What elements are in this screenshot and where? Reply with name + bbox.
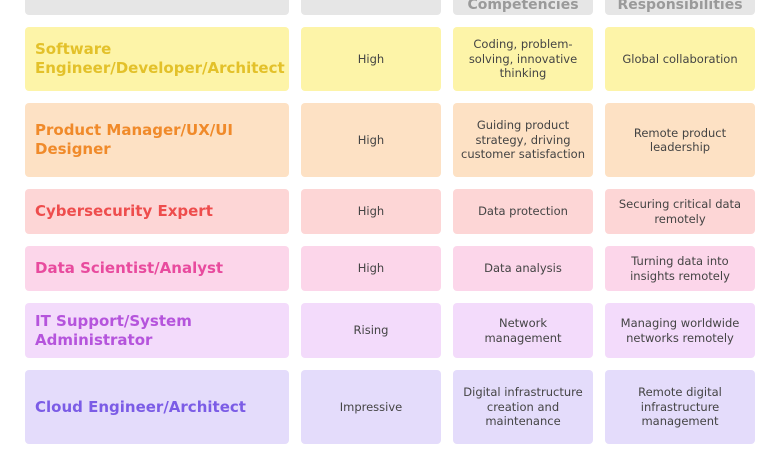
row-1-responsibilities: Remote product leadership [605, 103, 755, 177]
competencies-label: Data analysis [484, 261, 562, 276]
header-demand [301, 0, 441, 15]
demand-label: High [357, 204, 385, 219]
row-4-competencies: Network management [453, 303, 593, 358]
role-label: Product Manager/UX/UI Designer [35, 121, 234, 158]
responsibilities-label: Remote digital infrastructure management [638, 385, 722, 429]
role-label: Software Engineer/Developer/Architect [35, 40, 285, 77]
competencies-label: Digital infrastructure creation and main… [463, 385, 583, 429]
role-label: IT Support/System Administrator [35, 311, 192, 349]
row-2-demand: High [301, 189, 441, 234]
row-4-role: IT Support/System Administrator [25, 303, 289, 358]
row-3-responsibilities: Turning data into insights remotely [605, 246, 755, 291]
header-responsibilities: Responsibilities [605, 0, 755, 15]
header-competencies: Competencies [453, 0, 593, 15]
row-5-role: Cloud Engineer/Architect [25, 370, 289, 444]
row-1-competencies: Guiding product strategy, driving custom… [453, 103, 593, 177]
demand-label: High [357, 51, 385, 66]
demand-label: Impressive [339, 399, 403, 414]
row-2-competencies: Data protection [453, 189, 593, 234]
row-0-competencies: Coding, problem-solving, innovative thin… [453, 27, 593, 91]
competencies-label: Coding, problem-solving, innovative thin… [468, 37, 578, 81]
header-responsibilities-label: Responsibilities [617, 0, 743, 13]
row-0-role: Software Engineer/Developer/Architect [25, 27, 289, 91]
header-competencies-label: Competencies [467, 0, 579, 13]
row-4-demand: Rising [301, 303, 441, 358]
row-5-responsibilities: Remote digital infrastructure management [605, 370, 755, 444]
demand-label: High [357, 261, 385, 276]
competencies-label: Data protection [478, 204, 568, 219]
responsibilities-label: Turning data into insights remotely [630, 254, 730, 283]
responsibilities-label: Remote product leadership [633, 125, 727, 155]
row-2-responsibilities: Securing critical data remotely [605, 189, 755, 234]
competencies-label: Guiding product strategy, driving custom… [461, 118, 585, 162]
row-3-demand: High [301, 246, 441, 291]
row-5-competencies: Digital infrastructure creation and main… [453, 370, 593, 444]
header-role [25, 0, 289, 15]
row-1-role: Product Manager/UX/UI Designer [25, 103, 289, 177]
row-1-demand: High [301, 103, 441, 177]
row-0-demand: High [301, 27, 441, 91]
row-2-role: Cybersecurity Expert [25, 189, 289, 234]
responsibilities-label: Securing critical data remotely [618, 197, 742, 226]
row-3-role: Data Scientist/Analyst [25, 246, 289, 291]
row-0-responsibilities: Global collaboration [605, 27, 755, 91]
role-label: Data Scientist/Analyst [35, 259, 224, 277]
responsibilities-label: Global collaboration [622, 51, 738, 66]
role-label: Cloud Engineer/Architect [35, 397, 246, 416]
responsibilities-label: Managing worldwide networks remotely [620, 316, 740, 345]
demand-label: High [357, 132, 385, 147]
row-5-demand: Impressive [301, 370, 441, 444]
competencies-label: Network management [484, 316, 562, 345]
demand-label: Rising [353, 323, 389, 338]
row-4-responsibilities: Managing worldwide networks remotely [605, 303, 755, 358]
role-label: Cybersecurity Expert [35, 202, 213, 220]
row-3-competencies: Data analysis [453, 246, 593, 291]
